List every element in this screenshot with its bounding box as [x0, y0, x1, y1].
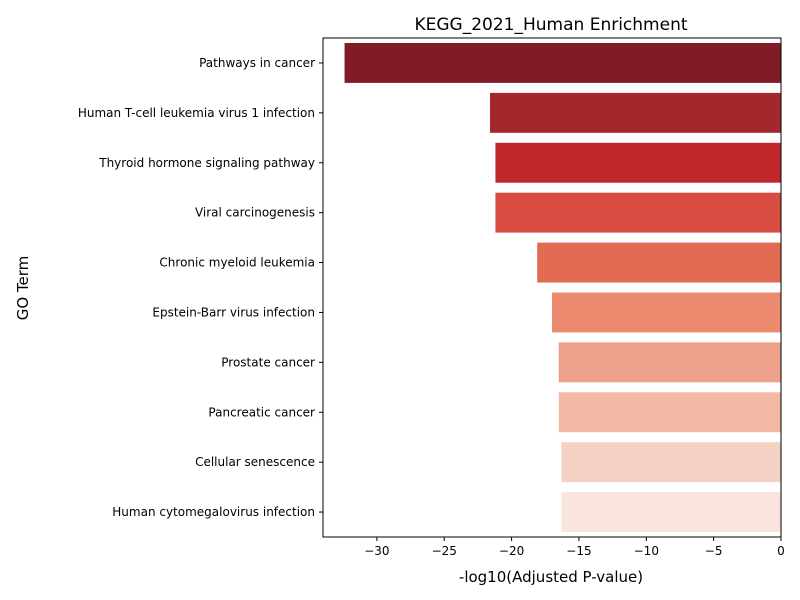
x-tick-label: −15: [566, 544, 591, 558]
x-ticks-layer: −30 −25 −20 −15 −10 −5 0: [364, 537, 785, 558]
y-tick-label: Human T-cell leukemia virus 1 infection: [78, 106, 315, 120]
bar-2: [495, 142, 781, 183]
bar-8: [561, 442, 781, 483]
chart-title: KEGG_2021_Human Enrichment: [414, 15, 687, 35]
y-tick-label: Human cytomegalovirus infection: [112, 505, 315, 519]
bars-layer: [344, 42, 781, 533]
bar-9: [561, 492, 781, 533]
y-ticks-layer: Pathways in cancer Human T-cell leukemia …: [78, 56, 323, 519]
x-tick-label: −5: [705, 544, 723, 558]
y-tick-label: Cellular senescence: [195, 455, 315, 469]
y-tick-label: Prostate cancer: [221, 355, 315, 369]
bar-5: [552, 292, 781, 333]
y-tick-label: Chronic myeloid leukemia: [159, 256, 315, 270]
bar-3: [495, 192, 781, 233]
x-axis-label: -log10(Adjusted P-value): [459, 568, 643, 586]
x-tick-label: −25: [432, 544, 457, 558]
plot-frame: [322, 37, 782, 538]
bar-0: [344, 42, 781, 83]
y-tick-label: Thyroid hormone signaling pathway: [98, 156, 315, 170]
bar-7: [558, 392, 781, 433]
x-tick-label: −20: [499, 544, 524, 558]
x-tick-label: 0: [777, 544, 785, 558]
x-tick-label: −30: [364, 544, 389, 558]
y-tick-label: Epstein-Barr virus infection: [152, 305, 315, 319]
bar-1: [490, 92, 781, 133]
bar-4: [537, 242, 781, 283]
bar-6: [558, 342, 781, 383]
x-tick-label: −10: [634, 544, 659, 558]
y-tick-label: Pathways in cancer: [199, 56, 315, 70]
y-axis-label: GO Term: [14, 256, 32, 321]
y-tick-label: Pancreatic cancer: [208, 405, 315, 419]
y-tick-label: Viral carcinogenesis: [195, 206, 315, 220]
